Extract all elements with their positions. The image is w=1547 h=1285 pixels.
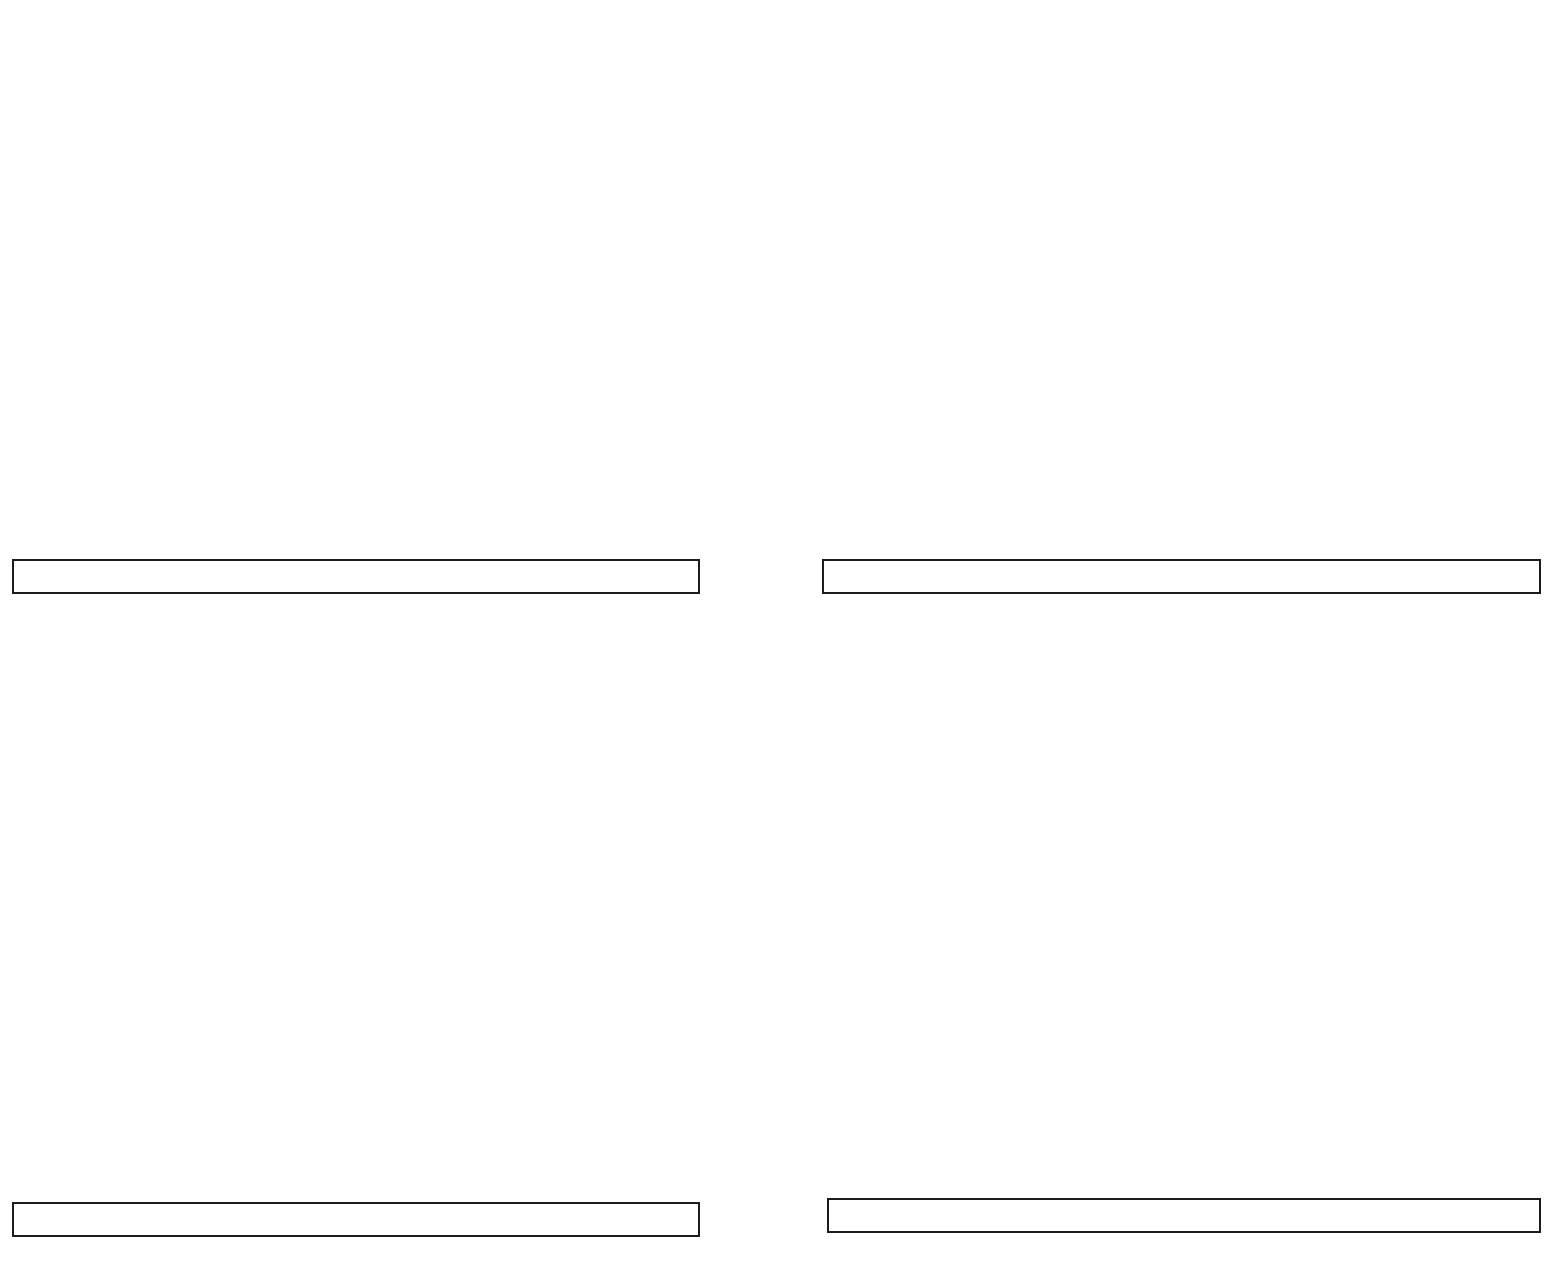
colorbar bbox=[12, 1202, 700, 1263]
surface-plot bbox=[800, 680, 1547, 1225]
colorbar-gradient bbox=[827, 1198, 1541, 1233]
colorbar bbox=[12, 559, 700, 620]
colorbar bbox=[827, 1198, 1541, 1259]
panel-b bbox=[800, 0, 1547, 645]
colorbar-tick-labels bbox=[822, 594, 1541, 620]
colorbar-gradient bbox=[12, 559, 700, 594]
colorbar-gradient bbox=[12, 1202, 700, 1237]
colorbar bbox=[822, 559, 1541, 620]
colorbar-tick-labels bbox=[827, 1233, 1541, 1259]
surface-plot bbox=[0, 0, 773, 545]
colorbar-tick-labels bbox=[12, 594, 700, 620]
panel-c bbox=[0, 632, 773, 1285]
surface-plot bbox=[0, 680, 773, 1225]
surface-plot bbox=[800, 0, 1547, 545]
colorbar-tick-labels bbox=[12, 1237, 700, 1263]
colorbar-gradient bbox=[822, 559, 1541, 594]
panel-a bbox=[0, 0, 773, 645]
panel-d bbox=[800, 632, 1547, 1285]
